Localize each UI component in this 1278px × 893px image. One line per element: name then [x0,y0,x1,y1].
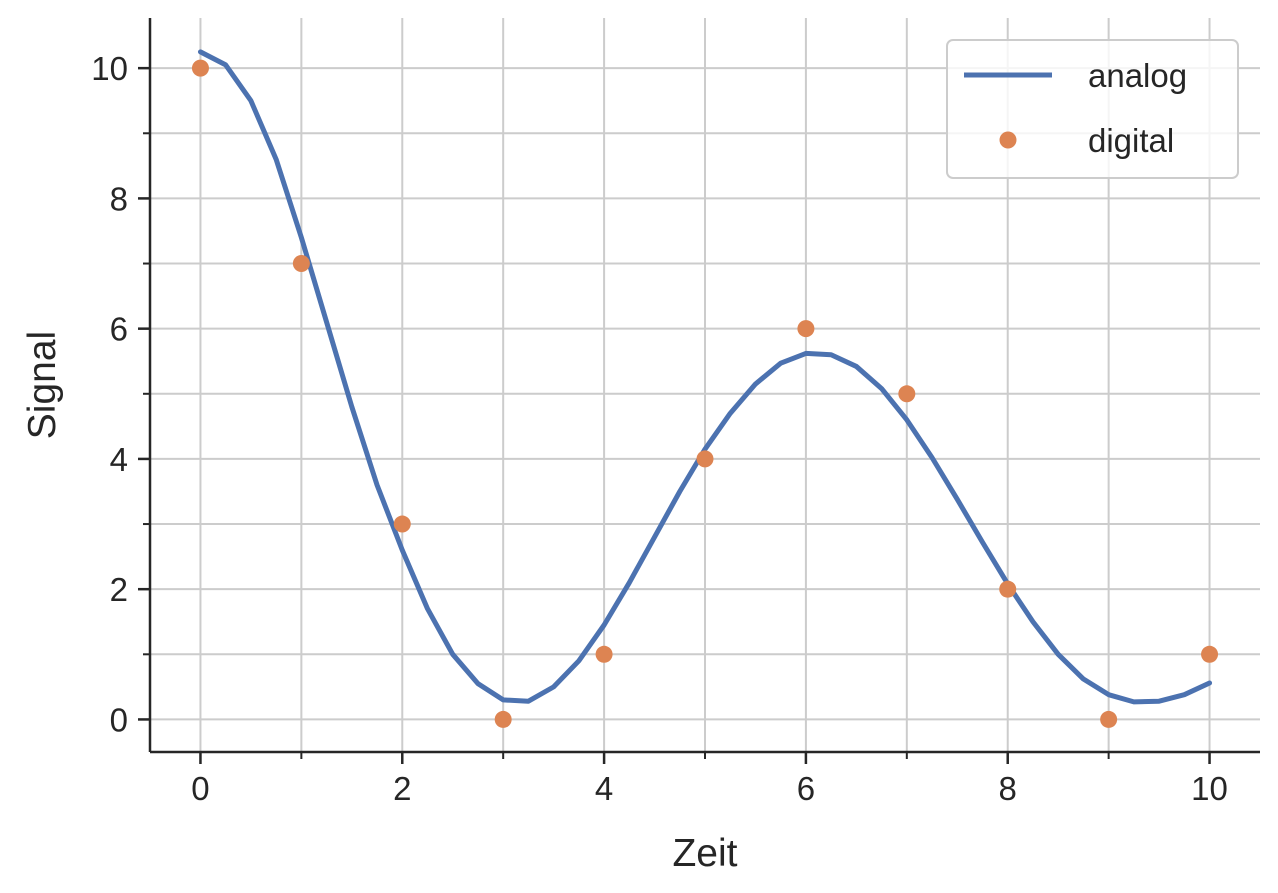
point [797,320,815,338]
y-tick-label: 8 [110,180,128,217]
x-tick-label: 6 [797,770,815,807]
point [898,385,916,403]
y-tick-label: 2 [110,571,128,608]
legend-label: digital [1088,122,1174,159]
x-tick-label: 10 [1191,770,1228,807]
legend-label: analog [1088,57,1187,94]
y-tick-label: 6 [110,311,128,348]
point [292,255,310,273]
y-tick-label: 0 [110,701,128,738]
x-tick-label: 0 [191,770,209,807]
y-axis-label: Signal [21,331,64,439]
point [494,710,512,728]
point [191,59,209,77]
line [197,49,1213,705]
x-axis-label: Zeit [672,832,737,875]
y-tick-label: 4 [110,441,128,478]
x-tick-label: 8 [999,770,1017,807]
point [1201,645,1219,663]
legend-swatch [999,131,1017,149]
y-tick-label: 10 [91,50,128,87]
point [999,580,1017,598]
x-tick-label: 2 [393,770,411,807]
point [393,515,411,533]
point [696,450,714,468]
point [1100,710,1118,728]
x-tick-label: 4 [595,770,613,807]
point [595,645,613,663]
